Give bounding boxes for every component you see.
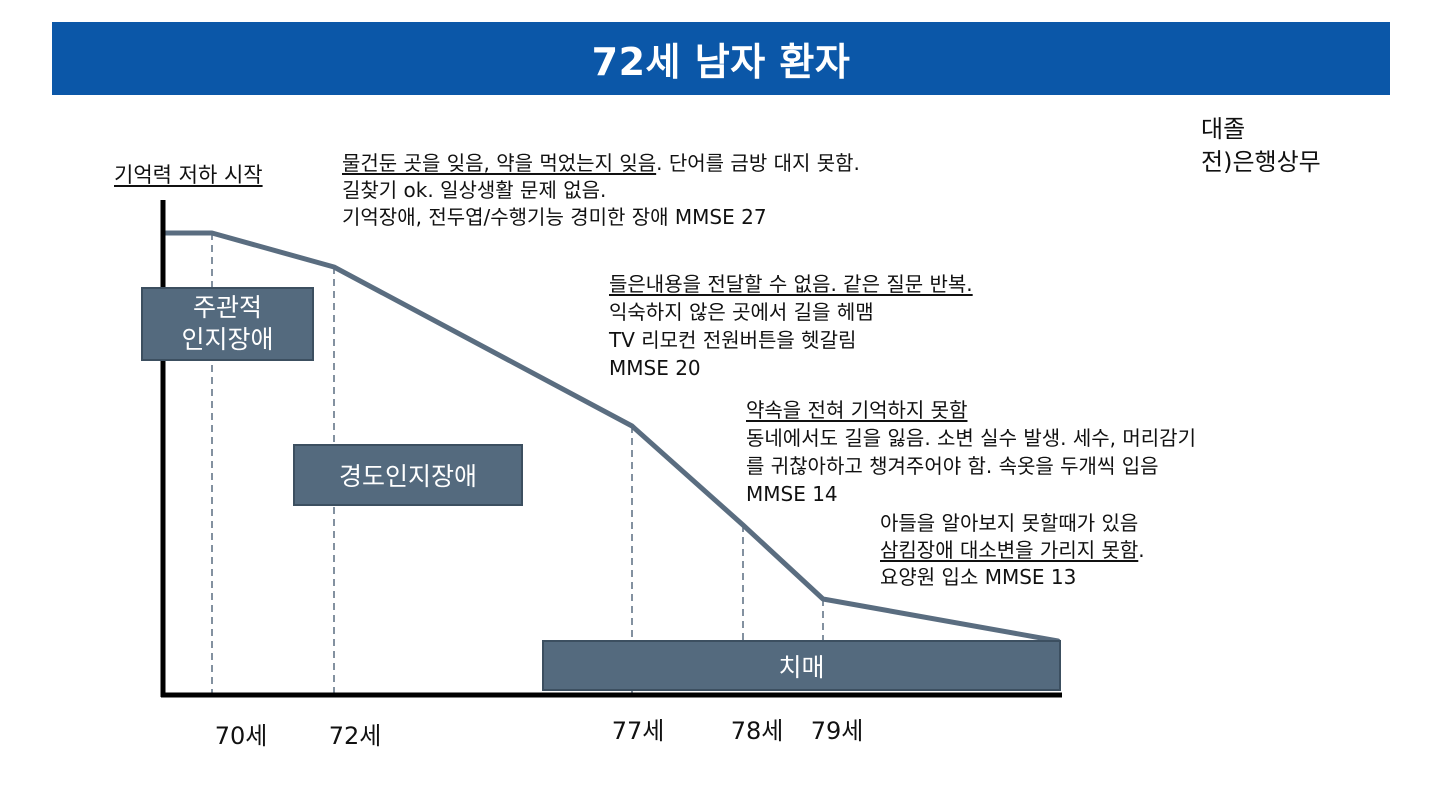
note-underlined-text: 들은내용을 전달할 수 없음. 같은 질문 반복. <box>609 272 973 296</box>
stage-label: 경도인지장애 <box>338 462 477 491</box>
note-age-79: 아들을 알아보지 못할때가 있음 삼킴장애 대소변을 가리지 못함. 요양원 입… <box>880 510 1145 591</box>
note-underlined-text: 약속을 전혀 기억하지 못함 <box>746 398 968 422</box>
stage-label: 주관적 <box>192 293 262 322</box>
occupation-line: 전)은행상무 <box>1201 148 1321 176</box>
note-age-78: 약속을 전혀 기억하지 못함 동네에서도 길을 잃음. 소변 실수 발생. 세수… <box>746 396 1196 508</box>
note-line: 익숙하지 않은 곳에서 길을 헤맴 <box>609 300 874 324</box>
age-label: 70세 <box>214 722 268 750</box>
page-title: 72세 남자 환자 <box>591 40 851 84</box>
note-line: MMSE 14 <box>746 482 838 506</box>
age-label: 72세 <box>328 722 382 750</box>
note-age-72: 물건둔 곳을 잊음, 약을 먹었는지 잊음. 단어를 금방 대지 못함. 길찾기… <box>342 150 860 231</box>
note-line: 기억장애, 전두엽/수행기능 경미한 장애 MMSE 27 <box>342 205 767 229</box>
education-line: 대졸 <box>1201 115 1246 143</box>
age-label: 78세 <box>730 717 784 745</box>
stage-subjective-cognitive-decline: 주관적 인지장애 <box>141 287 314 361</box>
education-note: 대졸 전)은행상무 <box>1201 113 1321 179</box>
age-label: 77세 <box>611 717 665 745</box>
note-line: TV 리모컨 전원버튼을 헷갈림 <box>609 328 857 352</box>
stage-dementia: 치매 <box>542 640 1061 691</box>
note-line: 동네에서도 길을 잃음. 소변 실수 발생. 세수, 머리감기 <box>746 426 1196 450</box>
stage-mild-cognitive-impairment: 경도인지장애 <box>293 444 523 506</box>
note-text: . 단어를 금방 대지 못함. <box>656 151 860 175</box>
y-axis-label: 기억력 저하 시작 <box>114 163 263 187</box>
stage-label: 치매 <box>778 652 825 682</box>
note-underlined-text: 삼킴장애 대소변을 가리지 못함 <box>880 538 1139 562</box>
note-line: 를 귀찮아하고 챙겨주어야 함. 속옷을 두개씩 입음 <box>746 454 1159 478</box>
age-label: 79세 <box>810 717 864 745</box>
note-line: 요양원 입소 MMSE 13 <box>880 565 1077 589</box>
note-line: 삼킴장애 대소변을 가리지 못함. <box>880 537 1145 564</box>
note-line: MMSE 20 <box>609 356 701 380</box>
note-underlined-text: 물건둔 곳을 잊음, 약을 먹었는지 잊음 <box>342 151 657 175</box>
stage-label: 인지장애 <box>181 325 274 354</box>
note-text: . <box>1138 538 1145 562</box>
cognitive-decline-curve <box>162 230 1061 644</box>
note-line: 물건둔 곳을 잊음, 약을 먹었는지 잊음. 단어를 금방 대지 못함. <box>342 150 860 177</box>
note-age-77: 들은내용을 전달할 수 없음. 같은 질문 반복. 익숙하지 않은 곳에서 길을… <box>609 270 973 382</box>
note-line: 아들을 알아보지 못할때가 있음 <box>880 511 1139 535</box>
note-line: 길찾기 ok. 일상생활 문제 없음. <box>342 178 607 202</box>
title-bar: 72세 남자 환자 <box>52 22 1390 95</box>
